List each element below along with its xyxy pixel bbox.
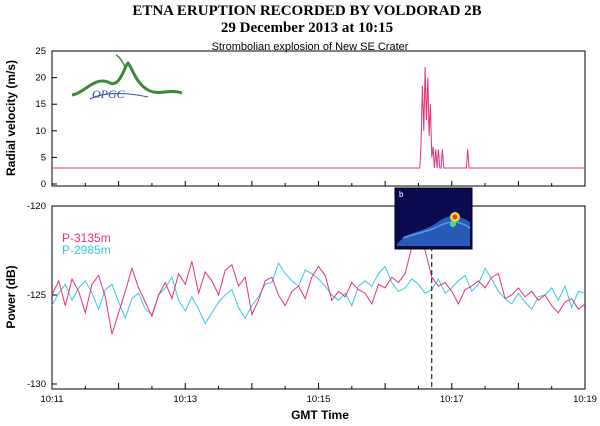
velocity-axis-label: Radial velocity (m/s) xyxy=(4,60,18,176)
power-xtick-label: 10:15 xyxy=(307,394,331,405)
power-xtick-label: 10:17 xyxy=(440,394,464,405)
hotspot-core-icon xyxy=(452,214,458,220)
logo-text: OPGC xyxy=(92,87,126,101)
power-panel: -120 -125 -130 10:11 10:13 10:15 10:17 10:19 P… xyxy=(4,187,597,422)
power-xtick-label: 10:11 xyxy=(40,394,63,405)
velocity-ytick-label: 5 xyxy=(41,152,46,163)
power-ytick-label: -125 xyxy=(27,290,46,301)
legend-p2985: P-2985m xyxy=(62,243,111,257)
power-ytick-label: -120 xyxy=(27,201,46,212)
time-axis-label: GMT Time xyxy=(291,408,349,422)
ridge-icon xyxy=(402,221,471,239)
inset-label: b xyxy=(399,190,404,199)
velocity-ytick-label: 0 xyxy=(41,179,46,190)
series-line-p3135 xyxy=(51,221,586,335)
plume-warm-icon xyxy=(450,221,456,227)
thermal-image-inset: b xyxy=(394,187,473,250)
power-axis-label: Power (dB) xyxy=(4,265,18,328)
velocity-ytick-label: 25 xyxy=(35,46,46,57)
velocity-panel: 0 5 10 15 20 25 Radial velocity (m/s) OPGC xyxy=(4,46,586,190)
swoosh-icon xyxy=(89,93,149,100)
power-ytick-label: -130 xyxy=(27,379,46,390)
chart-title: ETNA ERUPTION RECORDED BY VOLDORAD 2B xyxy=(132,3,481,19)
velocity-ytick-label: 10 xyxy=(35,126,46,137)
power-xtick-label: 10:19 xyxy=(573,394,597,405)
series-line-p2985 xyxy=(51,261,586,325)
chart-note: Strombolian explosion of New SE Crater xyxy=(212,41,409,53)
legend-p3135: P-3135m xyxy=(62,231,111,245)
chart-subtitle: 29 December 2013 at 10:15 xyxy=(221,20,393,36)
velocity-series-line xyxy=(52,66,585,169)
velocity-ytick-label: 15 xyxy=(35,99,46,110)
plume-icon xyxy=(115,54,126,68)
power-xtick-label: 10:13 xyxy=(173,394,197,405)
opgc-logo: OPGC xyxy=(71,54,183,101)
volcano-icon xyxy=(71,61,183,97)
velocity-ytick-label: 20 xyxy=(35,73,46,84)
